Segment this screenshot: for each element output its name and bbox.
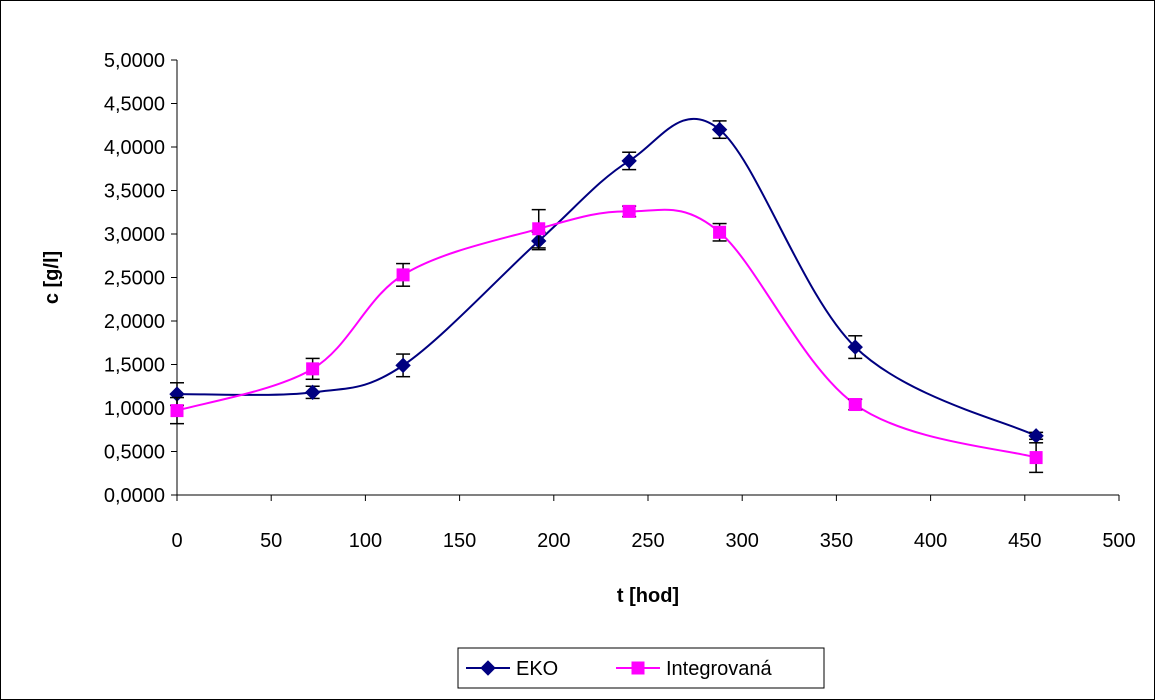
data-point [304,384,321,401]
y-tick-label: 1,5000 [104,355,165,377]
y-tick-label: 4,0000 [104,137,165,159]
x-tick-label: 450 [1008,530,1041,552]
data-point [1029,451,1043,465]
series-2 [170,204,1044,474]
x-axis-ticks: 0 50 100 150 200 250 300 350 400 450 500 [171,495,1136,552]
x-axis-title: t [hod] [617,585,679,607]
legend-entry-2: Integrovaná [616,658,773,680]
legend-marker [480,660,496,676]
legend-label: EKO [516,658,558,680]
data-point [847,339,863,355]
data-point [306,362,320,376]
data-point [532,222,546,236]
x-tick-label: 150 [443,530,476,552]
y-tick-label: 1,0000 [104,398,165,420]
data-point [396,268,410,282]
y-tick-label: 2,5000 [104,268,165,290]
x-tick-label: 0 [171,530,182,552]
x-tick-label: 400 [914,530,947,552]
y-tick-label: 3,0000 [104,224,165,246]
series-line [176,208,1037,459]
data-point [170,404,184,418]
data-point [621,153,637,169]
data-point [848,398,862,412]
x-tick-label: 350 [820,530,853,552]
legend-entry-1: EKO [466,658,558,680]
x-tick-label: 100 [349,530,382,552]
data-point [1028,428,1044,444]
data-point [713,225,727,239]
x-tick-label: 250 [631,530,664,552]
series-1 [169,117,1044,444]
y-tick-label: 3,5000 [104,181,165,203]
data-point [395,357,411,374]
legend-label: Integrovaná [666,658,773,680]
x-tick-label: 200 [537,530,570,552]
legend: EKO Integrovaná [457,647,825,689]
x-tick-label: 300 [726,530,759,552]
series-layer [169,117,1044,474]
axes [176,60,1119,496]
y-tick-label: 2,0000 [104,311,165,333]
y-axis-ticks: 0,0000 0,5000 1,0000 1,5000 2,0000 2,5000 3,00… [104,50,177,507]
legend-entries: EKO Integrovaná [466,658,773,680]
data-point [622,204,636,218]
y-tick-label: 0,0000 [104,485,165,507]
series-line [176,117,1037,437]
x-tick-label: 500 [1102,530,1135,552]
x-tick-label: 50 [260,530,282,552]
legend-marker [631,661,645,675]
data-point [711,121,728,138]
y-tick-label: 4,5000 [104,94,165,116]
y-tick-label: 0,5000 [104,442,165,464]
y-axis-title: c [g/l] [41,251,63,304]
y-tick-label: 5,0000 [104,50,165,72]
